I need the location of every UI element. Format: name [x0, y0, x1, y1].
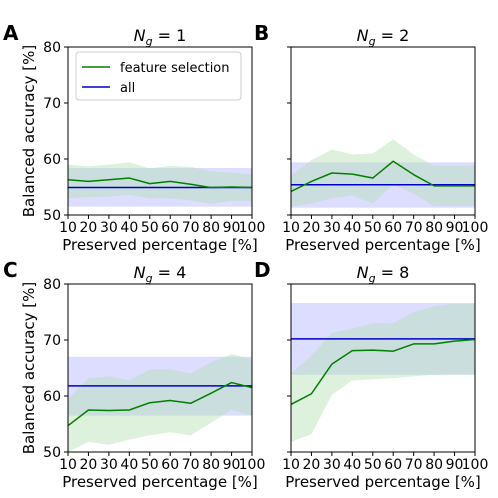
x-tick-label: 50	[141, 220, 159, 236]
panel-title-main: N	[357, 26, 369, 45]
x-tick-label: 20	[303, 220, 321, 236]
x-tick-label: 50	[141, 457, 159, 473]
x-tick-label: 30	[323, 457, 341, 473]
x-tick-label: 20	[303, 457, 321, 473]
feature-selection-line	[291, 160, 475, 193]
y-tick-label: 70	[43, 333, 61, 349]
x-tick-label: 30	[100, 457, 118, 473]
panel-title-rest: = 4	[153, 263, 187, 282]
panel-letter: B	[254, 21, 269, 45]
feature-selection-line	[291, 338, 475, 406]
axes-frame	[290, 46, 476, 216]
panel-title: Ng = 4	[134, 263, 187, 285]
panel-letter: A	[3, 21, 19, 45]
panel-letter: C	[3, 258, 18, 282]
x-tick-label: 80	[425, 457, 443, 473]
panel-title-main: N	[357, 263, 369, 282]
y-tick-label: 80	[43, 40, 61, 56]
x-axis-label: Preserved percentage [%]	[285, 236, 481, 254]
x-tick-label: 70	[182, 220, 200, 236]
x-tick-label: 10	[282, 457, 300, 473]
panel-title-main: N	[134, 263, 146, 282]
axes-frame	[67, 46, 253, 216]
x-tick-label: 100	[462, 220, 489, 236]
legend-label: all	[120, 81, 135, 96]
legend-label: feature selection	[120, 61, 230, 76]
legend: feature selection all	[75, 51, 242, 101]
x-tick-label: 80	[202, 220, 220, 236]
x-tick-label: 40	[343, 220, 361, 236]
y-axis-label: Balanced accuracy [%]	[20, 282, 38, 455]
axes-frame	[290, 283, 476, 453]
x-tick-label: 60	[161, 220, 179, 236]
panel-title: Ng = 1	[134, 26, 187, 48]
plot-area	[68, 354, 252, 452]
panel-letter: D	[254, 258, 271, 282]
panel-title: Ng = 8	[357, 263, 410, 285]
y-tick-label: 60	[43, 389, 61, 405]
x-tick-label: 20	[80, 457, 98, 473]
y-tick-label: 60	[43, 152, 61, 168]
x-axis-label: Preserved percentage [%]	[62, 473, 258, 491]
panel-title: Ng = 2	[357, 26, 410, 48]
y-axis-label: Balanced accuracy [%]	[20, 45, 38, 218]
x-tick-label: 90	[223, 220, 241, 236]
plot-area	[291, 139, 475, 208]
x-tick-label: 40	[343, 457, 361, 473]
x-tick-label: 60	[384, 457, 402, 473]
x-tick-label: 50	[364, 220, 382, 236]
plot-area	[291, 303, 475, 442]
x-tick-label: 30	[323, 220, 341, 236]
feature-selection-band	[291, 139, 475, 207]
x-tick-label: 10	[59, 457, 77, 473]
x-tick-label: 40	[120, 457, 138, 473]
x-tick-label: 10	[59, 220, 77, 236]
panel-title-rest: = 8	[376, 263, 410, 282]
feature-selection-band	[68, 354, 252, 452]
x-tick-label: 70	[405, 457, 423, 473]
plot-area	[68, 162, 252, 207]
x-tick-label: 80	[202, 457, 220, 473]
x-tick-label: 70	[405, 220, 423, 236]
y-tick-label: 50	[43, 208, 61, 224]
y-tick-label: 70	[43, 96, 61, 112]
panel-title-subscript: g	[146, 35, 153, 48]
x-tick-label: 100	[462, 457, 489, 473]
panel-title-rest: = 2	[376, 26, 410, 45]
x-tick-label: 30	[100, 220, 118, 236]
x-tick-label: 60	[161, 457, 179, 473]
x-tick-label: 90	[446, 457, 464, 473]
x-tick-label: 100	[239, 220, 266, 236]
x-tick-label: 20	[80, 220, 98, 236]
x-tick-label: 10	[282, 220, 300, 236]
x-tick-label: 80	[425, 220, 443, 236]
x-axis-label: Preserved percentage [%]	[285, 473, 481, 491]
legend-box	[75, 51, 242, 101]
x-axis-label: Preserved percentage [%]	[62, 236, 258, 254]
x-tick-label: 70	[182, 457, 200, 473]
panel-title-subscript: g	[369, 272, 376, 285]
x-tick-label: 60	[384, 220, 402, 236]
x-tick-label: 100	[239, 457, 266, 473]
x-tick-label: 90	[223, 457, 241, 473]
panel-title-subscript: g	[369, 35, 376, 48]
x-tick-label: 90	[446, 220, 464, 236]
feature-selection-line	[68, 381, 252, 427]
axes-frame	[67, 283, 253, 453]
panel-title-rest: = 1	[153, 26, 187, 45]
panel-title-main: N	[134, 26, 146, 45]
y-tick-label: 80	[43, 277, 61, 293]
y-tick-label: 50	[43, 445, 61, 461]
feature-selection-line	[68, 177, 252, 189]
x-tick-label: 40	[120, 220, 138, 236]
x-tick-label: 50	[364, 457, 382, 473]
panel-title-subscript: g	[146, 272, 153, 285]
